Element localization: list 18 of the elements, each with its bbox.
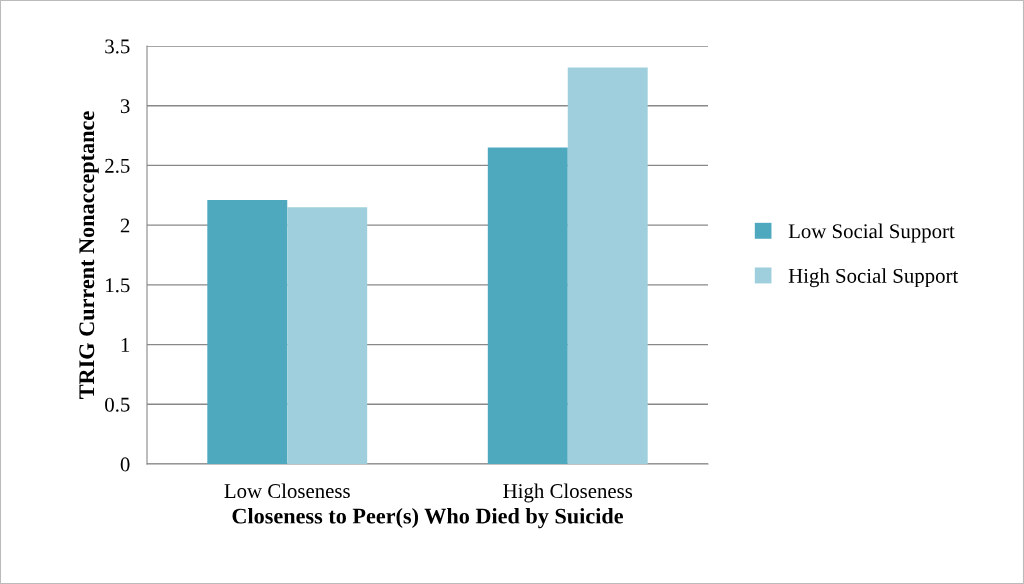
y-tick-label: 3.5 <box>105 39 130 54</box>
y-tick-label: 0 <box>120 457 130 472</box>
y-tick-label: 2 <box>120 218 130 233</box>
bar <box>207 200 288 464</box>
y-tick-label: 1 <box>121 338 130 352</box>
y-tick-label: 1.5 <box>106 278 130 293</box>
x-axis-title: Closeness to Peer(s) Who Died by Suicide <box>232 507 624 529</box>
bar <box>287 207 368 464</box>
bar <box>487 147 568 464</box>
y-axis-title: TRIG Current Nonacceptance <box>79 111 99 399</box>
legend-label: Low Social Support <box>788 223 955 243</box>
y-tick-label: 3 <box>120 99 130 114</box>
y-tick-label: 2.5 <box>105 158 130 173</box>
bar <box>567 67 648 464</box>
x-tick-label: High Closeness <box>503 483 633 503</box>
y-tick-label: 0.5 <box>105 397 130 412</box>
x-tick-label: Low Closeness <box>224 483 350 499</box>
legend-label: High Social Support <box>788 268 959 288</box>
